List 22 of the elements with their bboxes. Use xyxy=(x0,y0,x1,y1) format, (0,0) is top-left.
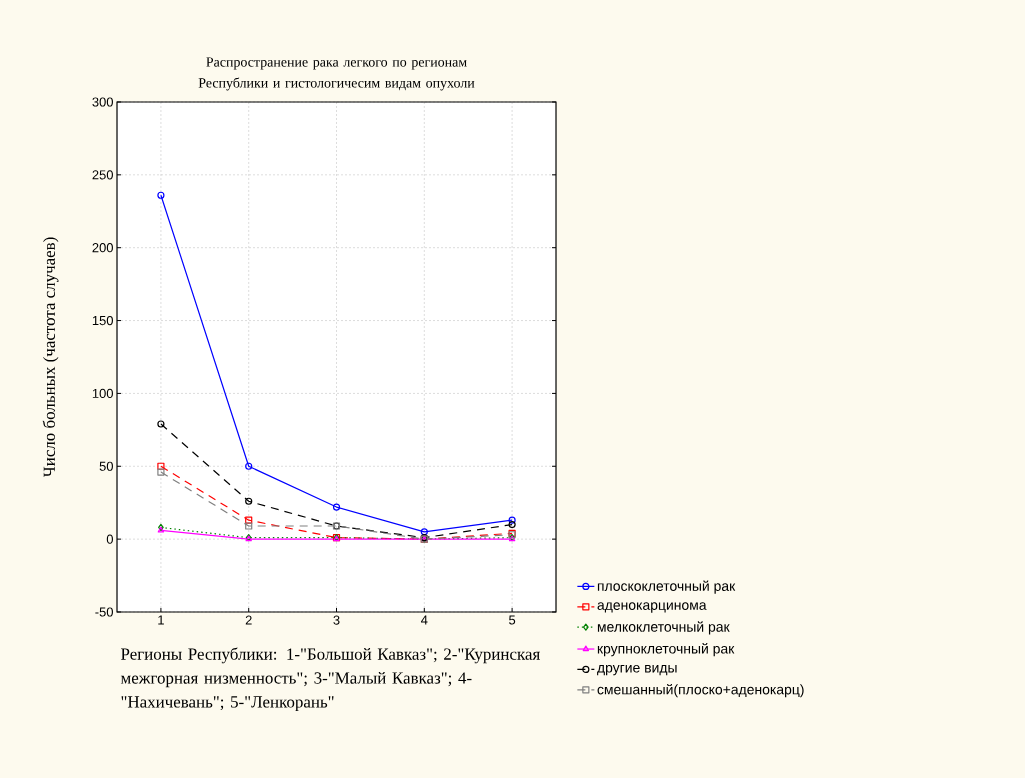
y-tick-label: 250 xyxy=(92,170,113,180)
legend-label: аденокарцинома xyxy=(597,602,707,613)
x-axis-title: Регионы Республики: 1-"Большой Кавказ"; 2-"Куринская межгорная низменность"; 3-"Малый Кавказ"; 4-"Нахичевань"; 5-"Ленкорань" xyxy=(120,647,540,712)
x-tick-label: 4 xyxy=(421,615,428,625)
legend-label: мелкоклеточный рак xyxy=(597,621,730,635)
y-tick-label: 50 xyxy=(99,461,113,471)
y-tick-label: 200 xyxy=(92,243,113,253)
x-tick-label: 5 xyxy=(509,615,516,625)
y-tick-label: 300 xyxy=(92,97,113,107)
y-tick-label: 150 xyxy=(92,315,113,326)
legend-label: плоскоклеточный рак xyxy=(597,580,736,594)
chart-title: Распространение рака легкого по регионам Республики и гистологичесим видам опухоли xyxy=(198,57,475,91)
y-axis-title: Число больных (частота случаев) xyxy=(42,237,59,478)
legend-label: смешанный(плоско+аденокарц) xyxy=(597,683,804,698)
y-tick-label: 100 xyxy=(92,388,113,398)
legend-label: крупноклеточный рак xyxy=(597,643,735,657)
y-tick-label: 0 xyxy=(106,534,113,544)
legend-label: другие виды xyxy=(597,664,677,676)
x-tick-label: 3 xyxy=(333,615,340,625)
y-tick-label: -50 xyxy=(95,607,113,617)
x-tick-label: 1 xyxy=(158,615,164,625)
x-tick-label: 2 xyxy=(245,615,252,625)
